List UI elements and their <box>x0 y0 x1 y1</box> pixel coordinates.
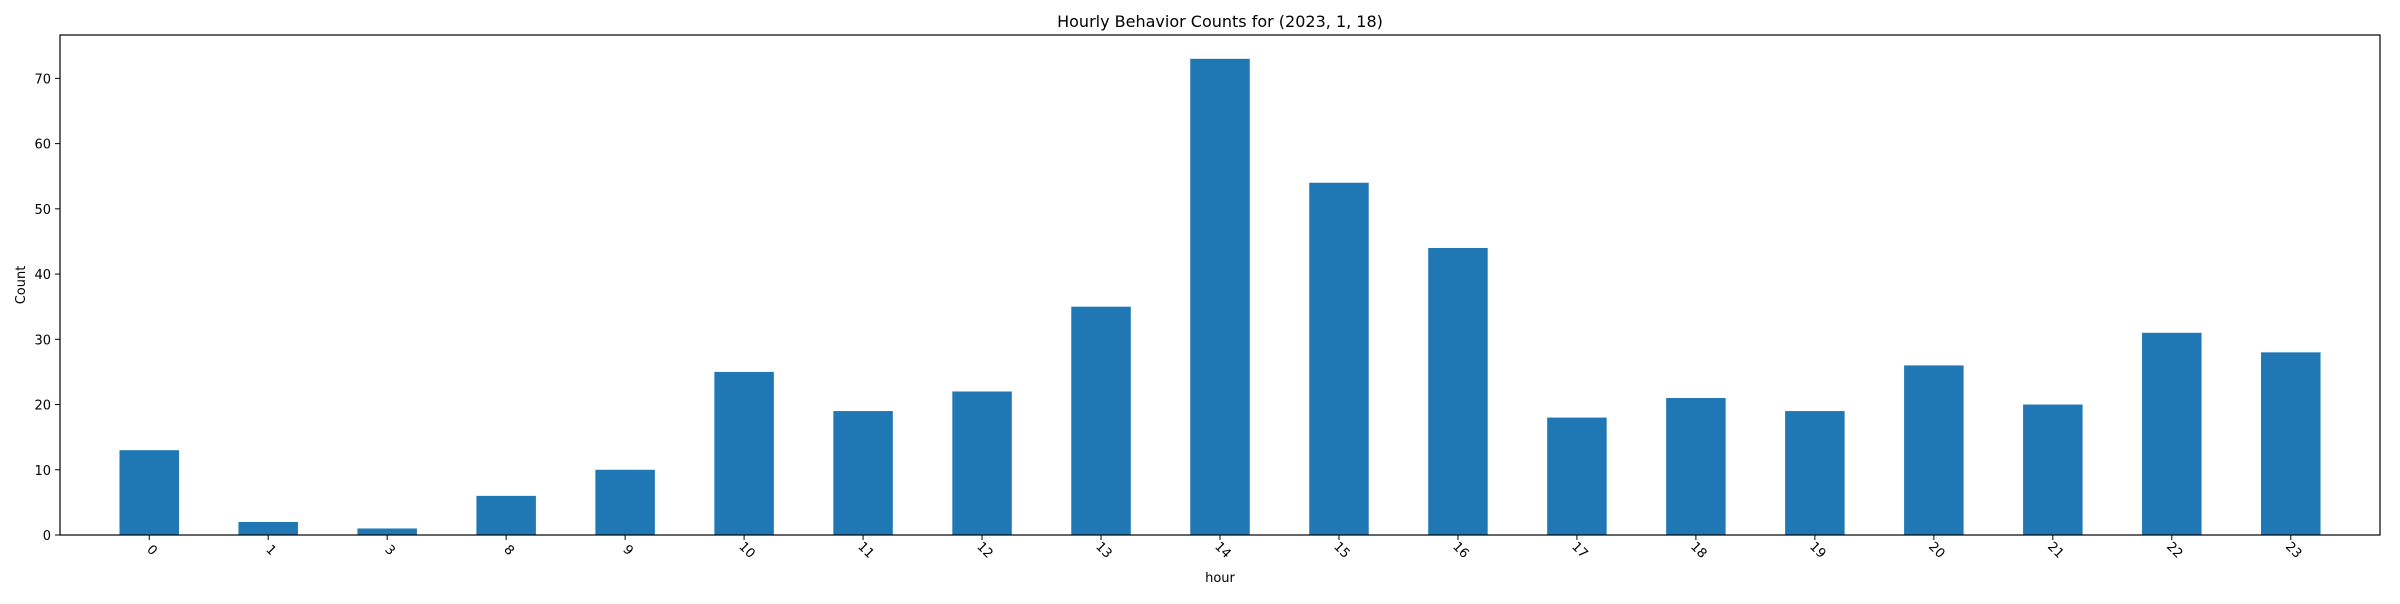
y-tick-label: 70 <box>34 72 51 87</box>
x-tick-label: 23 <box>2282 539 2304 561</box>
bar-hour-17 <box>1547 417 1607 535</box>
bar-hour-3 <box>357 528 417 535</box>
bar-hour-0 <box>119 450 179 535</box>
plot-frame <box>59 34 2381 536</box>
x-tick-label: 20 <box>1925 539 1947 561</box>
bar-hour-18 <box>1666 398 1726 535</box>
y-tick-label: 50 <box>34 203 51 218</box>
bar-hour-9 <box>595 469 655 535</box>
x-tick-label: 16 <box>1449 539 1471 561</box>
x-tick-label: 12 <box>973 539 995 561</box>
x-tick-label: 1 <box>262 542 278 558</box>
x-tick-label: 8 <box>500 542 516 558</box>
bar-hour-11 <box>833 411 893 535</box>
bar-hour-21 <box>2023 404 2083 535</box>
x-tick-label: 10 <box>735 539 757 561</box>
x-tick-label: 19 <box>1806 539 1828 561</box>
y-tick-label: 40 <box>34 268 51 283</box>
y-tick-label: 30 <box>34 333 51 348</box>
x-tick-label: 14 <box>1211 539 1233 561</box>
bar-hour-15 <box>1309 182 1369 535</box>
x-tick-label: 11 <box>854 539 876 561</box>
bar-hour-10 <box>714 371 774 535</box>
bar-hour-19 <box>1785 411 1845 535</box>
y-ticks-group: 0 10 20 30 40 50 60 70 <box>34 72 60 544</box>
x-tick-label: 0 <box>143 542 159 558</box>
bar-hour-1 <box>238 521 298 535</box>
y-tick-label: 20 <box>34 399 51 414</box>
x-tick-label: 3 <box>381 542 397 558</box>
y-axis-label: Count <box>14 266 29 305</box>
x-tick-label: 15 <box>1330 539 1352 561</box>
bar-hour-12 <box>952 391 1012 535</box>
y-tick-label: 60 <box>34 138 51 153</box>
bars-group <box>119 58 2321 536</box>
bar-hour-14 <box>1190 58 1250 536</box>
x-axis-label: hour <box>1205 571 1235 586</box>
x-tick-label: 13 <box>1092 539 1114 561</box>
x-tick-label: 22 <box>2163 539 2185 561</box>
x-tick-label: 21 <box>2044 539 2066 561</box>
y-tick-label: 0 <box>43 529 51 544</box>
bar-hour-22 <box>2142 332 2202 535</box>
x-tick-label: 18 <box>1687 539 1709 561</box>
chart-title: Hourly Behavior Counts for (2023, 1, 18) <box>1057 12 1383 31</box>
bar-hour-13 <box>1071 306 1131 535</box>
x-tick-label: 9 <box>619 542 635 558</box>
x-tick-label: 17 <box>1568 539 1590 561</box>
bar-hour-23 <box>2261 352 2321 535</box>
bar-hour-16 <box>1428 247 1488 536</box>
bar-hour-8 <box>476 495 536 535</box>
x-ticks-group: 0 1 3 8 9 10 11 12 13 14 15 16 17 18 19 20 21 22 23 <box>143 535 2304 562</box>
y-tick-label: 10 <box>34 464 51 479</box>
bar-hour-20 <box>1904 365 1964 535</box>
